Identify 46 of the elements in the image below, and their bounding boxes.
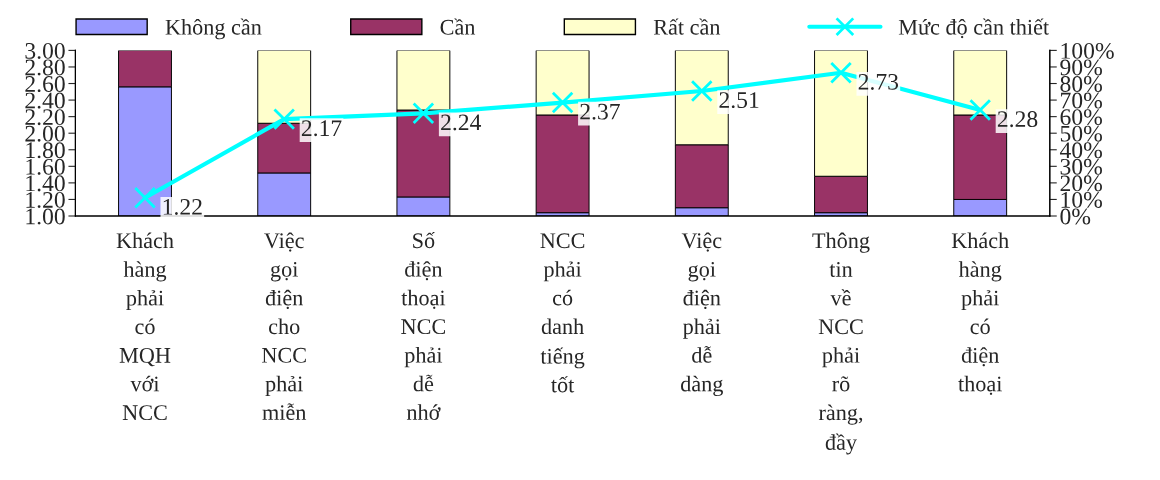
x-tick-label: Khách hàng phải có MQH với NCC bbox=[116, 232, 174, 421]
x-tick-label: Việc gọi điện cho NCC phải miễn bbox=[261, 232, 307, 421]
y2-tick-label: 20% bbox=[1060, 175, 1102, 192]
legend-label: Cần bbox=[440, 18, 476, 35]
point bbox=[551, 91, 574, 114]
y-tick-label: 2.60 bbox=[25, 76, 65, 93]
y-tick-label: 1.00 bbox=[26, 208, 65, 225]
y-tick-label: 2.20 bbox=[25, 109, 65, 126]
data-label: 2.37 bbox=[580, 103, 620, 120]
data-label: 2.24 bbox=[441, 114, 482, 131]
y-tick-label: 2.40 bbox=[25, 92, 65, 109]
y2-tick-label: 100% bbox=[1061, 42, 1114, 59]
point bbox=[133, 186, 157, 209]
data-label: 2.28 bbox=[997, 111, 1038, 128]
y2-tick-label: 80% bbox=[1060, 76, 1102, 93]
y-tick-label: 1.20 bbox=[26, 191, 65, 208]
y2-tick-label: 30% bbox=[1060, 158, 1102, 175]
data-label: 2.17 bbox=[301, 120, 342, 137]
y-tick-label: 3.00 bbox=[25, 42, 65, 59]
y2-tick-label: 60% bbox=[1060, 109, 1102, 126]
x-tick-label: Số điện thoại NCC phải dễ nhớ bbox=[401, 231, 446, 420]
point bbox=[273, 108, 296, 131]
point bbox=[829, 61, 853, 84]
y-tick-label: 1.80 bbox=[26, 142, 65, 159]
point bbox=[412, 102, 435, 125]
y2-tick-label: 50% bbox=[1060, 125, 1102, 142]
legend-label: Không cần bbox=[165, 18, 262, 40]
y2-tick-label: 10% bbox=[1061, 191, 1102, 208]
data-label: 2.73 bbox=[858, 73, 899, 90]
data-label: 1.22 bbox=[163, 198, 202, 215]
x-tick-label: NCC phải có danh tiếng tốt bbox=[540, 233, 585, 393]
data-label: 2.51 bbox=[719, 92, 759, 109]
x-tick-label: Khách hàng phải có điện thoại bbox=[951, 232, 1009, 395]
point bbox=[969, 98, 992, 122]
y2-tick-label: 90% bbox=[1060, 59, 1102, 76]
legend-label: Mức độ cần thiết bbox=[898, 18, 1049, 39]
y-tick-label: 2.00 bbox=[25, 125, 65, 142]
y-tick-label: 1.60 bbox=[26, 158, 65, 175]
x-tick-label: Thông tin về NCC phải rõ ràng, đầy bbox=[812, 232, 870, 455]
y2-tick-label: 40% bbox=[1059, 142, 1102, 159]
x-tick-label: Việc gọi điện phải dễ dàng bbox=[681, 232, 723, 397]
y-tick-label: 1.40 bbox=[26, 175, 65, 192]
y2-tick-label: 70% bbox=[1061, 92, 1102, 109]
legend-label: Rất cần bbox=[653, 18, 721, 35]
y-tick-label: 2.80 bbox=[25, 59, 65, 76]
y2-tick-label: 0% bbox=[1060, 208, 1091, 225]
